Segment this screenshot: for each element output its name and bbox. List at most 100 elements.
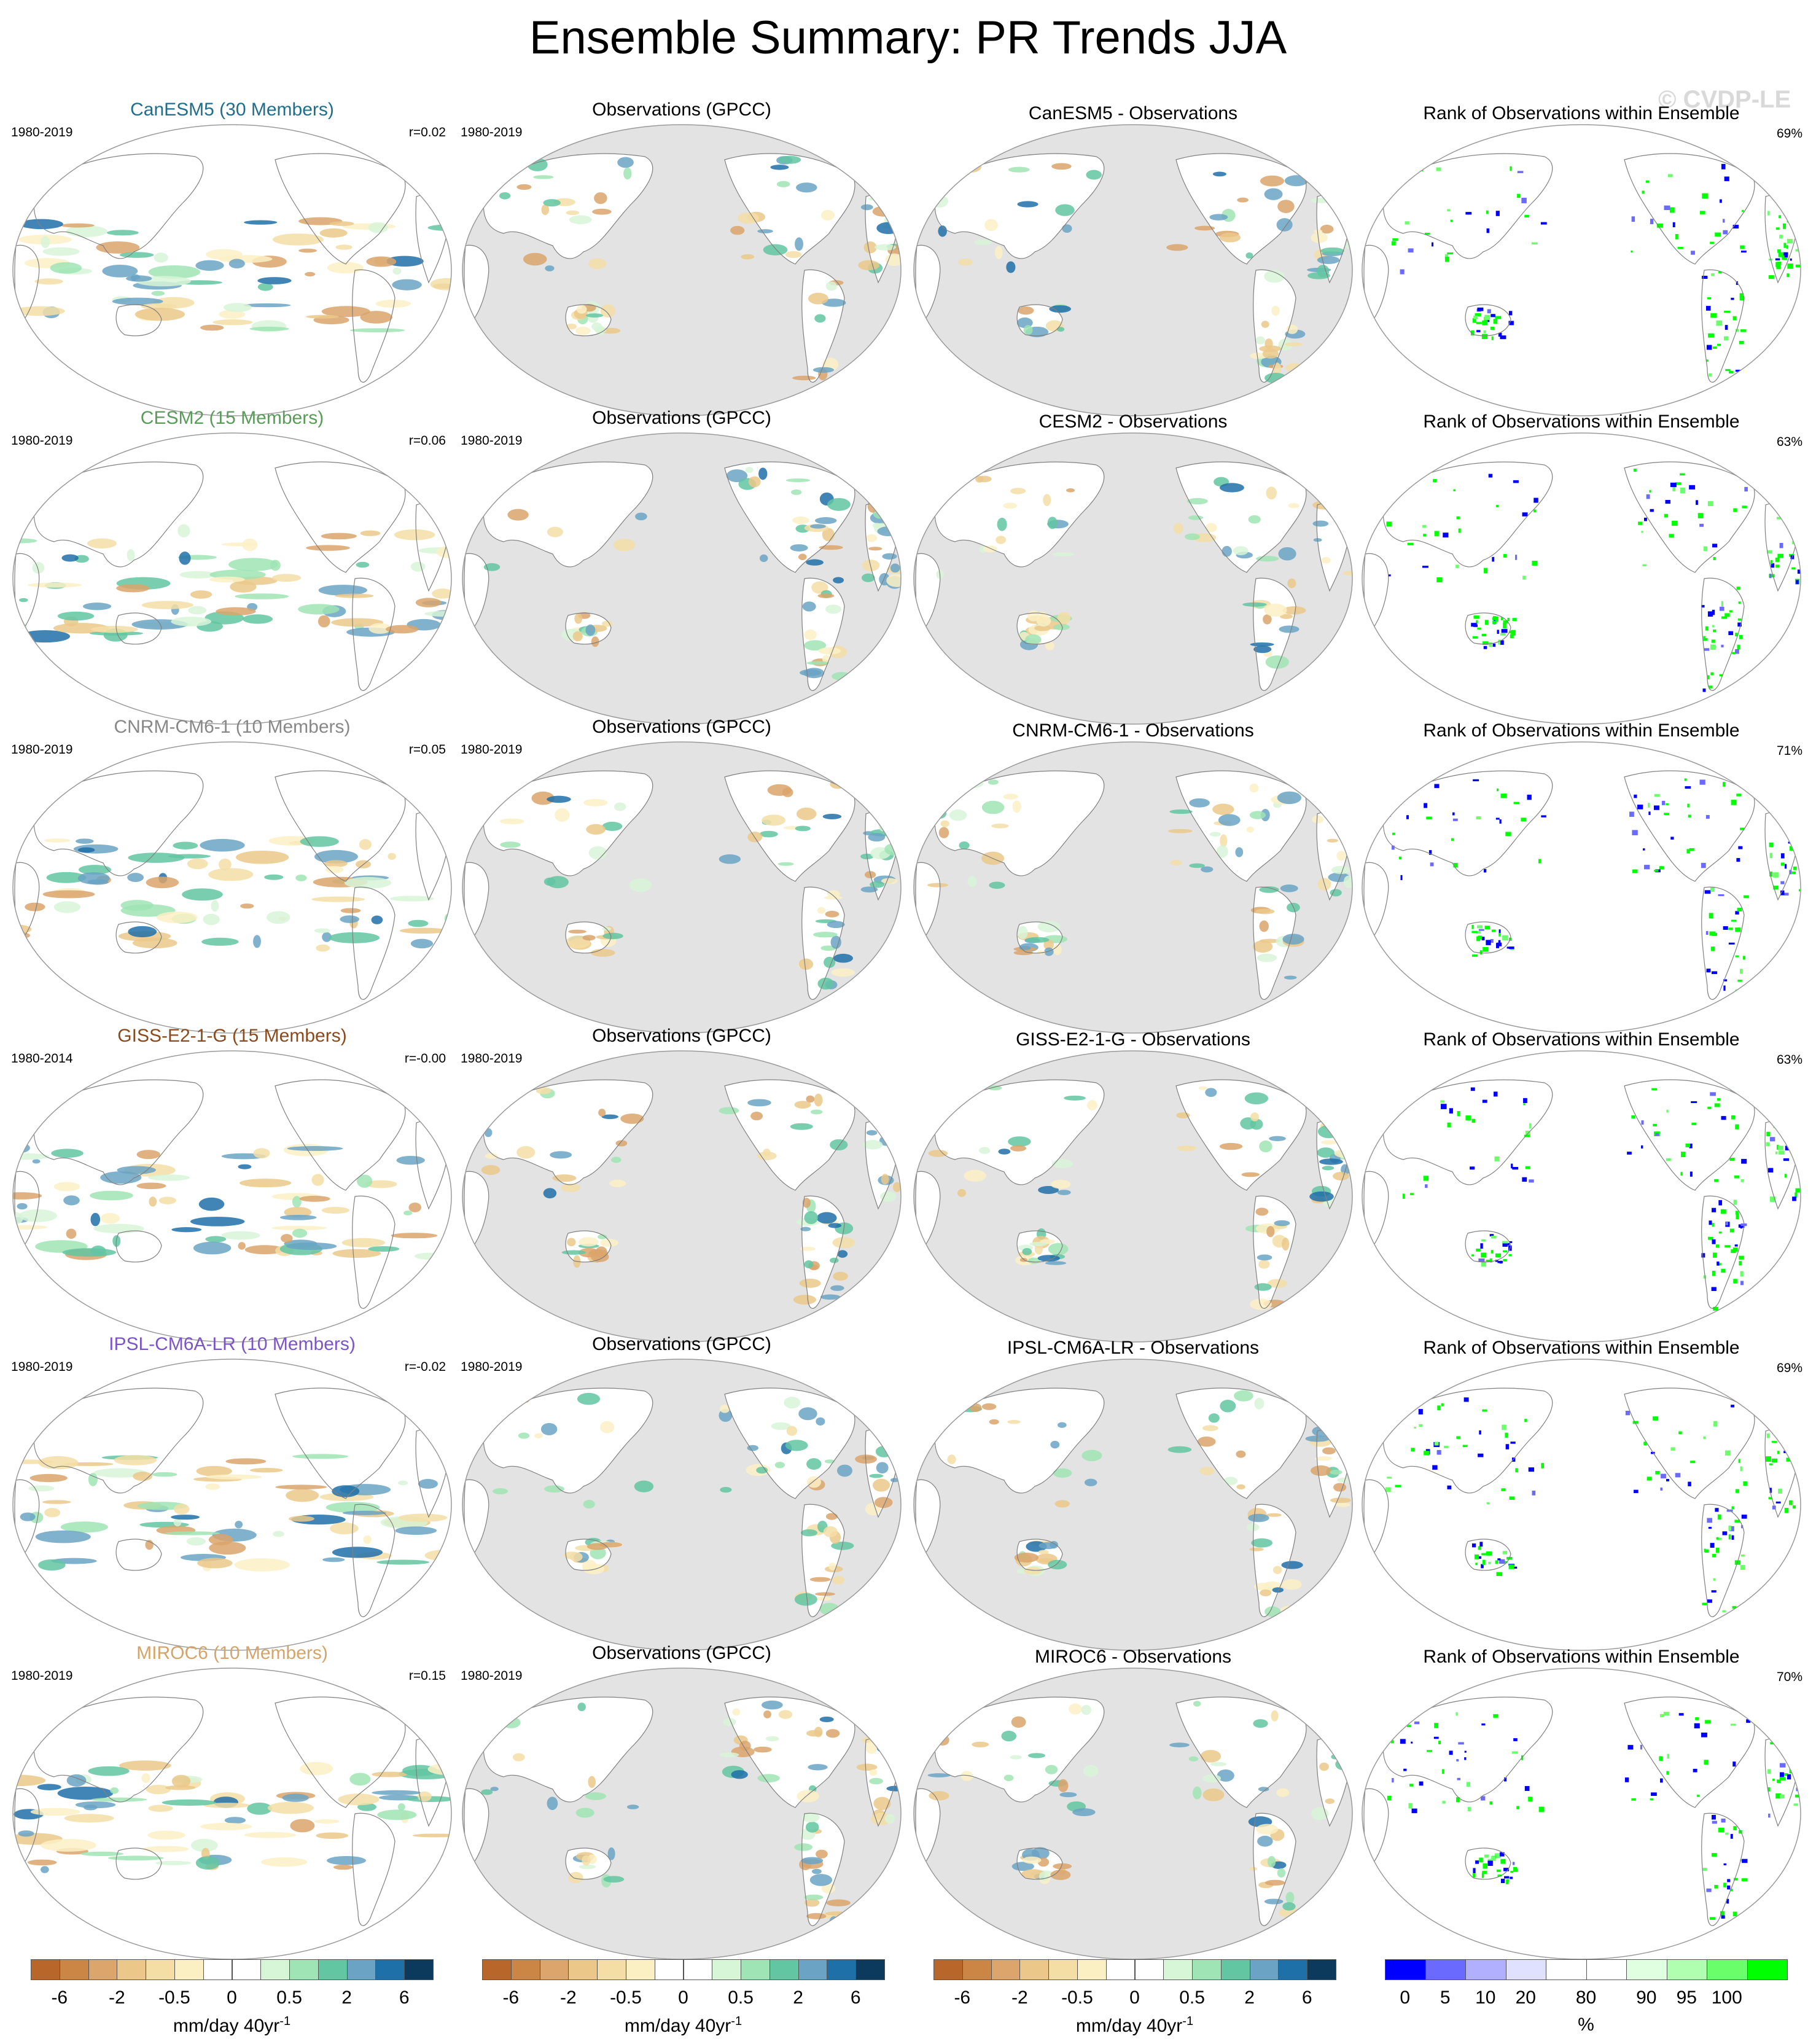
correlation-label: r=0.15	[408, 1669, 446, 1683]
colorbar-swatch	[1626, 1959, 1667, 1980]
period-label: 1980-2019	[461, 1669, 523, 1683]
colorbar-swatch	[1546, 1959, 1587, 1980]
colorbar-swatch	[1134, 1959, 1164, 1980]
map-panel-model: GISS-E2-1-G (15 Members) 1980-2014 r=-0.00	[11, 1024, 453, 1343]
period-label: 1980-2019	[11, 743, 73, 757]
map-panel-diff: MIROC6 - Observations	[912, 1642, 1354, 1960]
correlation-label: r=-0.00	[404, 1051, 446, 1066]
colorbar-tick-label: 6	[850, 1987, 861, 2008]
panel-title: IPSL-CM6A-LR - Observations	[1007, 1338, 1260, 1358]
globe-outline	[12, 1050, 452, 1343]
globe-outline	[12, 1359, 452, 1651]
colorbar-tick-label: 0.5	[1179, 1987, 1205, 2008]
rank-map	[1362, 1359, 1801, 1651]
colorbar-swatch	[1666, 1959, 1707, 1980]
colorbar-swatch	[1747, 1959, 1788, 1980]
globe-outline	[12, 124, 452, 416]
map-panel-model: CESM2 (15 Members) 1980-2019 r=0.06	[11, 407, 453, 725]
model-map	[12, 432, 452, 725]
period-label: 1980-2019	[461, 1051, 523, 1066]
colorbar-swatch	[1048, 1959, 1078, 1980]
colorbar-swatch	[346, 1959, 376, 1980]
colorbar-swatch	[174, 1959, 204, 1980]
diff-map	[913, 741, 1353, 1034]
correlation-label: r=0.05	[408, 743, 446, 757]
globe-outline	[462, 1050, 902, 1343]
map-panel-rank: Rank of Observations within Ensemble 69%	[1360, 98, 1802, 416]
unit-superscript: -1	[1182, 2015, 1194, 2028]
globe-outline	[462, 741, 902, 1034]
colorbar-swatch	[568, 1959, 598, 1980]
colorbar-swatch	[1192, 1959, 1222, 1980]
period-label: 1980-2019	[461, 1360, 523, 1374]
trend-colorbar: -6 -2 -0.5 0 0.5 2 6 mm/day 40yr-1	[31, 1959, 434, 2039]
colorbar-tick-label: 100	[1711, 1987, 1742, 2008]
globe-outline	[913, 741, 1353, 1034]
colorbar-tick-label: 5	[1440, 1987, 1451, 2008]
correlation-label: r=0.02	[408, 125, 446, 139]
watermark: © CVDP-LE	[1658, 86, 1791, 113]
rank-percent-label: 70%	[1776, 1670, 1802, 1684]
map-panel-model: IPSL-CM6A-LR (10 Members) 1980-2019 r=-0.0…	[11, 1333, 453, 1651]
colorbar-swatch	[203, 1959, 233, 1980]
colorbar-unit-label: mm/day 40yr-1	[625, 2015, 742, 2037]
colorbar-swatch	[232, 1959, 262, 1980]
rank-map	[1362, 1668, 1801, 1960]
globe-outline	[913, 1050, 1353, 1343]
colorbar-swatch	[1505, 1959, 1546, 1980]
map-panel-rank: Rank of Observations within Ensemble 70%	[1360, 1642, 1802, 1960]
colorbar-tick-label: -6	[51, 1987, 68, 2008]
panel-title: CNRM-CM6-1 (10 Members)	[114, 717, 351, 737]
colorbar-swatch	[683, 1959, 713, 1980]
unit-text: mm/day 40yr	[624, 2016, 731, 2036]
colorbar-swatch	[1307, 1959, 1336, 1980]
ocean-background	[13, 1359, 451, 1650]
panel-title: Rank of Observations within Ensemble	[1423, 412, 1740, 432]
panel-title: Rank of Observations within Ensemble	[1423, 1338, 1740, 1358]
trend-colorbar: -6 -2 -0.5 0 0.5 2 6 mm/day 40yr-1	[933, 1959, 1336, 2039]
panel-title: MIROC6 - Observations	[1034, 1647, 1232, 1667]
colorbar-swatch	[1586, 1959, 1627, 1980]
obs-map	[462, 1359, 902, 1651]
colorbar-tick-label: 0	[1129, 1987, 1140, 2008]
unit-text: %	[1578, 2015, 1594, 2035]
diff-map	[913, 124, 1353, 416]
globe-outline	[913, 1359, 1353, 1651]
map-panel-rank: Rank of Observations within Ensemble 71%	[1360, 716, 1802, 1034]
model-map	[12, 124, 452, 416]
period-label: 1980-2014	[11, 1051, 73, 1066]
colorbar-tick-label: 10	[1475, 1987, 1496, 2008]
panel-title: IPSL-CM6A-LR (10 Members)	[109, 1334, 356, 1354]
panel-title: Observations (GPCC)	[592, 1334, 771, 1354]
colorbar-unit-label: mm/day 40yr-1	[173, 2015, 290, 2037]
rank-map	[1362, 741, 1801, 1034]
colorbar-unit-label: mm/day 40yr-1	[1076, 2015, 1193, 2037]
correlation-label: r=-0.02	[404, 1360, 446, 1374]
colorbar-tick-label: 90	[1636, 1987, 1657, 2008]
diff-map	[913, 1050, 1353, 1343]
colorbar-swatch	[1077, 1959, 1107, 1980]
globe-outline	[462, 1359, 902, 1651]
colorbar-swatch	[1220, 1959, 1250, 1980]
panel-title: CNRM-CM6-1 - Observations	[1012, 720, 1254, 741]
panel-title: CESM2 (15 Members)	[140, 408, 324, 428]
globe-outline	[1362, 124, 1801, 416]
colorbar-swatch	[146, 1959, 175, 1980]
map-panel-obs: Observations (GPCC) 1980-2019	[461, 1024, 903, 1343]
rank-colorbar: 0 5 10 20 80 90 95 100%	[1385, 1959, 1788, 2039]
colorbar-tick-label: 2	[341, 1987, 352, 2008]
colorbar-tick-label: -6	[502, 1987, 520, 2008]
colorbar-swatch	[539, 1959, 569, 1980]
model-map	[12, 741, 452, 1034]
ocean-background	[13, 1051, 451, 1342]
colorbar-swatch	[962, 1959, 992, 1980]
colorbar-swatch	[375, 1959, 405, 1980]
diff-map	[913, 432, 1353, 725]
panel-title: CanESM5 - Observations	[1028, 103, 1238, 123]
unit-superscript: -1	[279, 2015, 291, 2028]
colorbar-tick-label: 0	[678, 1987, 688, 2008]
period-label: 1980-2019	[11, 434, 73, 448]
map-panel-diff: GISS-E2-1-G - Observations	[912, 1024, 1354, 1343]
panel-title: CESM2 - Observations	[1039, 412, 1228, 432]
map-panel-model: CanESM5 (30 Members) 1980-2019 r=0.02	[11, 98, 453, 416]
